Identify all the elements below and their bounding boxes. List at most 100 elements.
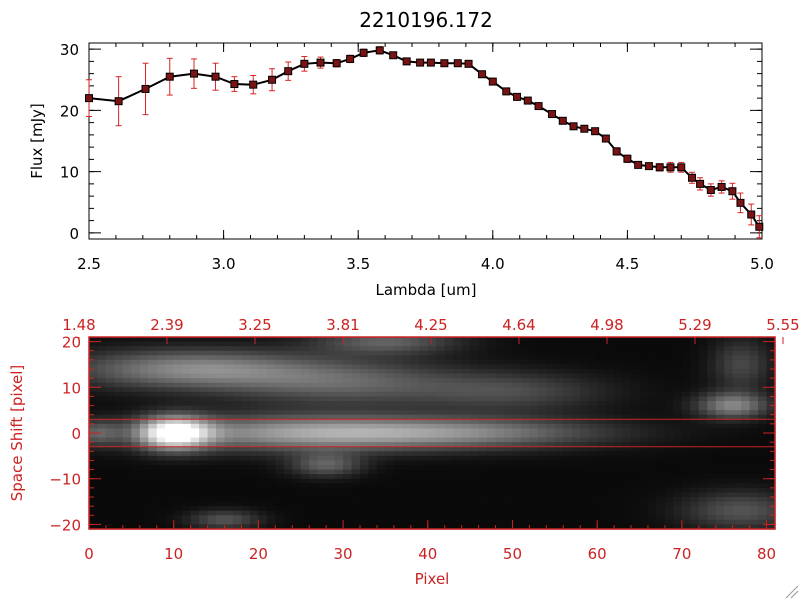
image-pixel bbox=[580, 478, 590, 484]
image-pixel bbox=[224, 410, 234, 416]
image-pixel bbox=[114, 387, 124, 393]
image-pixel bbox=[139, 437, 149, 443]
image-pixel bbox=[495, 401, 505, 407]
image-pixel bbox=[741, 359, 751, 366]
image-pixel bbox=[148, 469, 158, 475]
image-pixel bbox=[376, 451, 387, 457]
image-pixel bbox=[664, 460, 674, 466]
image-pixel bbox=[631, 405, 641, 411]
spectrum-point bbox=[211, 72, 220, 81]
image-pixel bbox=[580, 465, 590, 471]
image-pixel bbox=[537, 401, 547, 407]
image-pixel bbox=[309, 337, 319, 343]
image-pixel bbox=[571, 497, 581, 503]
image-pixel bbox=[741, 396, 751, 402]
image-pixel bbox=[605, 460, 615, 466]
spectrum-point bbox=[114, 97, 123, 106]
resize-grip-icon[interactable] bbox=[785, 585, 799, 599]
image-pixel bbox=[190, 378, 200, 384]
image-pixel bbox=[165, 506, 175, 512]
image-pixel bbox=[622, 451, 632, 457]
image-pixel bbox=[470, 497, 480, 503]
image-pixel bbox=[529, 519, 539, 526]
image-pixel bbox=[216, 396, 226, 402]
image-pixel bbox=[275, 437, 285, 443]
image-pixel bbox=[393, 369, 403, 375]
image-pixel bbox=[258, 451, 268, 457]
image-pixel bbox=[232, 382, 243, 388]
image-pixel bbox=[190, 455, 200, 462]
image-pixel bbox=[122, 410, 132, 416]
image-pixel bbox=[199, 378, 209, 384]
image-pixel bbox=[156, 364, 166, 370]
image-pixel bbox=[275, 359, 285, 366]
image-pixel bbox=[495, 410, 505, 416]
image-pixel bbox=[571, 382, 581, 388]
image-pixel bbox=[376, 410, 387, 416]
image-pixel bbox=[647, 373, 658, 379]
image-pixel bbox=[97, 455, 107, 462]
image-pixel bbox=[224, 396, 234, 402]
image-pixel bbox=[520, 506, 530, 512]
image-pixel bbox=[715, 419, 725, 425]
image-pixel bbox=[537, 506, 547, 512]
image-pixel bbox=[546, 524, 556, 530]
image-pixel bbox=[681, 451, 691, 457]
image-pixel bbox=[656, 414, 666, 420]
image-pixel bbox=[393, 437, 403, 443]
image-pixel bbox=[300, 364, 310, 370]
image-pixel bbox=[224, 378, 234, 384]
image-pixel bbox=[715, 387, 725, 393]
image-pixel bbox=[122, 487, 132, 494]
image-pixel bbox=[631, 510, 641, 516]
image-pixel bbox=[436, 524, 446, 530]
image-pixel bbox=[241, 460, 251, 466]
image-pixel bbox=[232, 423, 243, 430]
image-pixel bbox=[224, 369, 234, 375]
image-pixel bbox=[402, 497, 412, 503]
image-pixel bbox=[614, 474, 624, 480]
image-pixel bbox=[232, 465, 243, 471]
image-pixel bbox=[292, 419, 302, 425]
image-pixel bbox=[470, 455, 480, 462]
image-pixel bbox=[597, 414, 607, 420]
image-pixel bbox=[258, 519, 268, 526]
image-pixel bbox=[368, 337, 378, 343]
image-pixel bbox=[131, 428, 141, 434]
image-pixel bbox=[351, 391, 361, 398]
image-pixel bbox=[216, 492, 226, 498]
image-pixel bbox=[758, 519, 768, 526]
image-pixel bbox=[495, 428, 505, 434]
image-pixel bbox=[385, 428, 395, 434]
image-pixel bbox=[334, 460, 344, 466]
image-pixel bbox=[546, 465, 556, 471]
image-pixel bbox=[105, 433, 116, 439]
image-pixel bbox=[673, 378, 683, 384]
image-pixel bbox=[122, 524, 132, 530]
spectrum-x-tick-label: 2.5 bbox=[77, 255, 101, 273]
image-pixel bbox=[478, 519, 488, 526]
image-pixel bbox=[156, 460, 166, 466]
image-pixel bbox=[647, 510, 658, 516]
image-pixel bbox=[351, 373, 361, 379]
image-pixel bbox=[173, 414, 183, 420]
image-pixel bbox=[529, 474, 539, 480]
image-pixel bbox=[114, 410, 124, 416]
image-pixel bbox=[89, 437, 99, 443]
image-pixel bbox=[758, 483, 768, 489]
image-pixel bbox=[529, 337, 539, 343]
image-pixel bbox=[656, 359, 666, 366]
image-pixel bbox=[368, 510, 378, 516]
image-pixel bbox=[258, 337, 268, 343]
image-pixel bbox=[461, 433, 471, 439]
image-pixel bbox=[563, 455, 573, 462]
image-pixel bbox=[266, 524, 276, 530]
image-pixel bbox=[495, 469, 505, 475]
image-pixel bbox=[224, 355, 234, 361]
image-pixel bbox=[749, 428, 759, 434]
image-pixel bbox=[393, 483, 403, 489]
image-pixel bbox=[605, 405, 615, 411]
image-pixel bbox=[436, 428, 446, 434]
image-pixel bbox=[656, 337, 666, 343]
image-pixel bbox=[114, 497, 124, 503]
